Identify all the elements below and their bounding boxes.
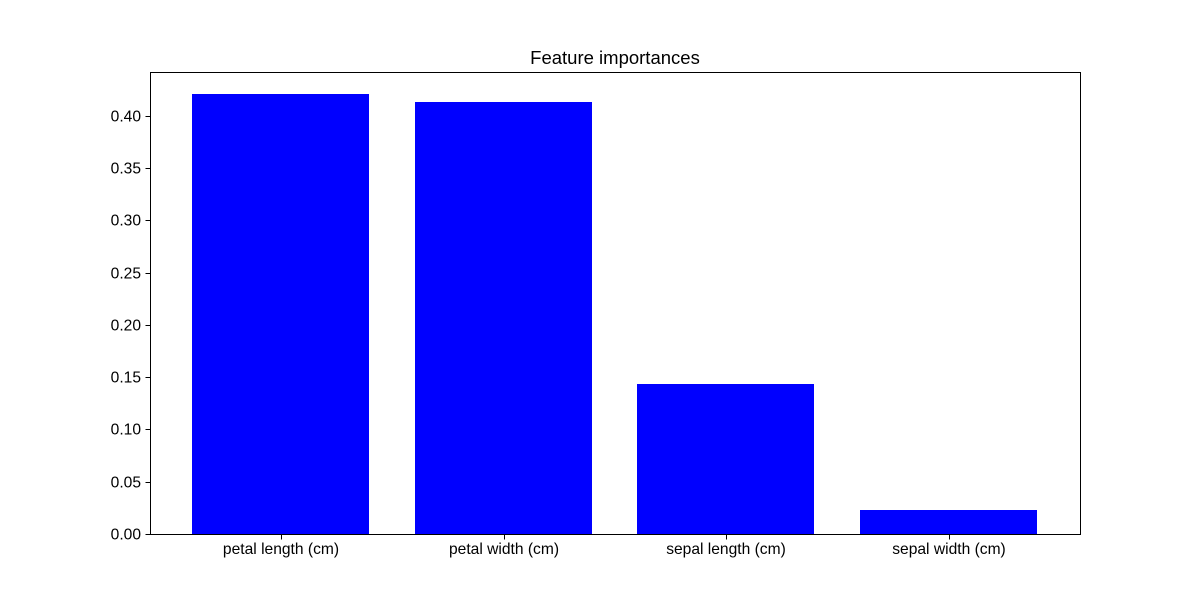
- svg-text:petal length (cm): petal length (cm): [223, 541, 339, 558]
- svg-text:sepal width (cm): sepal width (cm): [892, 541, 1006, 558]
- svg-text:0.00: 0.00: [111, 527, 142, 544]
- svg-text:sepal length (cm): sepal length (cm): [666, 541, 786, 558]
- svg-text:0.30: 0.30: [111, 213, 142, 230]
- svg-text:0.05: 0.05: [111, 475, 142, 492]
- svg-text:0.25: 0.25: [111, 266, 142, 283]
- svg-text:0.15: 0.15: [111, 370, 142, 387]
- svg-text:0.40: 0.40: [111, 109, 142, 126]
- svg-text:0.20: 0.20: [111, 318, 142, 335]
- svg-text:Feature importances: Feature importances: [530, 47, 700, 68]
- svg-text:0.10: 0.10: [111, 422, 142, 439]
- svg-text:petal width (cm): petal width (cm): [449, 541, 559, 558]
- svg-text:0.35: 0.35: [111, 161, 142, 178]
